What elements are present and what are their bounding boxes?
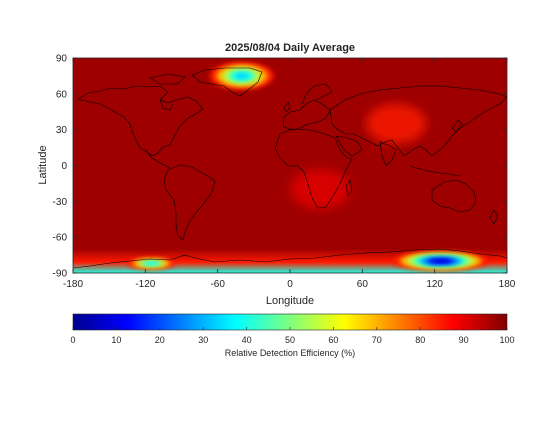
- coastline-africa: [274, 128, 353, 209]
- y-axis: 90 60 30 0 -30 -60 -90: [53, 54, 507, 280]
- colorbar-tick-label: 100: [499, 335, 514, 345]
- y-tick-label: 90: [56, 54, 68, 65]
- coastline-uk: [283, 101, 291, 113]
- southern-africa-region: [290, 169, 351, 210]
- x-axis: -180 -120 -60 0 60 120 180: [63, 58, 516, 290]
- x-tick-label: 0: [287, 279, 293, 290]
- coastline-indonesia: [409, 165, 461, 177]
- coastline-arctic-islands: [149, 73, 186, 85]
- coastline-south-america: [163, 164, 216, 241]
- y-axis-label: Latitude: [37, 145, 49, 184]
- coastline-japan: [451, 119, 463, 133]
- x-tick-label: -180: [63, 279, 83, 290]
- coastline-australia: [431, 179, 477, 213]
- y-tick-label: 0: [61, 161, 67, 172]
- colorbar-tick-label: 10: [111, 335, 121, 345]
- greenland-low-level-4: [235, 73, 249, 79]
- y-tick-label: -90: [53, 269, 68, 280]
- y-tick-label: 60: [56, 89, 68, 100]
- x-tick-label: -60: [210, 279, 225, 290]
- colorbar-tick-label: 70: [372, 335, 382, 345]
- colorbar-label: Relative Detection Efficiency (%): [225, 348, 355, 358]
- coastline-india: [379, 141, 397, 167]
- colorbar-tick-label: 20: [155, 335, 165, 345]
- colorbar-tick-label: 60: [328, 335, 338, 345]
- x-axis-label: Longitude: [266, 295, 314, 307]
- heatmap-background: [73, 58, 507, 273]
- chart-title: 2025/08/04 Daily Average: [225, 42, 355, 54]
- coastline-antarctica: [73, 248, 507, 269]
- coastline-central-america: [145, 150, 171, 169]
- coastline-arabia: [335, 135, 363, 157]
- antarctic-edge-band: [73, 249, 507, 273]
- colorbar-tick-label: 80: [415, 335, 425, 345]
- colorbar-tick-label: 50: [285, 335, 295, 345]
- coastline-hudson-bay: [159, 99, 174, 111]
- coastline-asia: [329, 85, 507, 157]
- plot-area: [73, 58, 507, 273]
- y-tick-label: -30: [53, 197, 68, 208]
- coastline-greenland: [191, 67, 263, 97]
- colorbar-ticks: 0 10 20 30 40 50 60 70 80 90 100: [70, 327, 515, 345]
- coastline-madagascar: [345, 179, 353, 197]
- heatmap-features: [73, 61, 507, 273]
- coastline-scandinavia: [301, 83, 333, 105]
- x-tick-label: -120: [135, 279, 155, 290]
- x-tick-label: 60: [357, 279, 369, 290]
- y-tick-label: -60: [53, 233, 68, 244]
- central-asia-elevated-region: [366, 103, 427, 144]
- colorbar-tick-label: 40: [242, 335, 252, 345]
- antarctic-west-low-level-4: [146, 262, 157, 265]
- colorbar-tick-label: 30: [198, 335, 208, 345]
- colorbar-tick-label: 0: [70, 335, 75, 345]
- y-tick-label: 30: [56, 125, 68, 136]
- coastline-north-america: [77, 85, 204, 157]
- antarctic-east-low-level-6: [433, 259, 448, 263]
- coastline-new-zealand: [489, 209, 499, 225]
- x-tick-label: 120: [426, 279, 443, 290]
- coastline-europe: [282, 99, 331, 131]
- x-tick-label: 180: [499, 279, 516, 290]
- colorbar-tick-label: 90: [459, 335, 469, 345]
- coastlines: [73, 67, 507, 269]
